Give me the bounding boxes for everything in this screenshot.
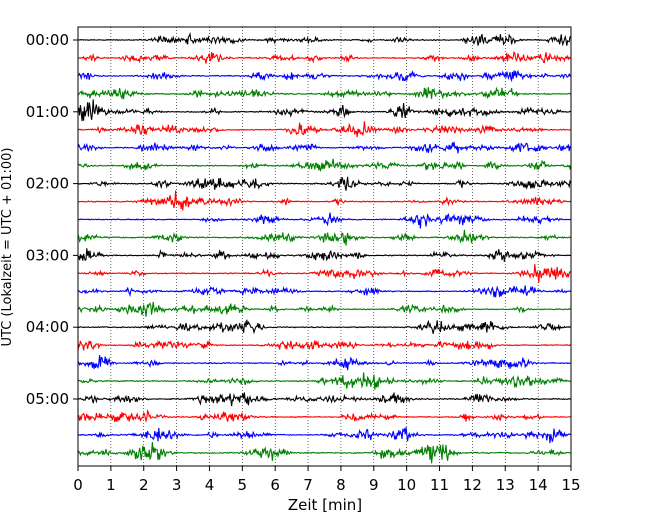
x-axis-label: Zeit [min]: [288, 496, 362, 514]
x-tick-label: 7: [303, 476, 313, 494]
y-axis-label: UTC (Lokalzeit = UTC + 01:00): [0, 148, 15, 347]
x-tick-label: 13: [496, 476, 515, 494]
x-tick-label: 15: [561, 476, 580, 494]
y-tick-label: 02:00: [26, 175, 69, 193]
trace-line: [77, 319, 571, 335]
trace-line: [77, 121, 571, 138]
trace-line: [77, 212, 571, 229]
y-tick-label: 00:00: [26, 31, 69, 49]
x-tick-label: 8: [336, 476, 346, 494]
trace-line: [78, 50, 572, 64]
x-tick-label: 11: [430, 476, 449, 494]
trace-line: [77, 263, 572, 283]
trace-line: [77, 141, 572, 154]
trace-line: [77, 31, 572, 47]
trace-line: [77, 176, 572, 191]
trace-line: [77, 427, 571, 444]
x-tick-label: 0: [73, 476, 83, 494]
x-tick-label: 1: [106, 476, 116, 494]
trace-line: [77, 372, 571, 390]
trace-line: [77, 99, 572, 122]
trace-line: [77, 339, 572, 351]
x-tick-label: 3: [172, 476, 182, 494]
trace-line: [77, 301, 572, 317]
plot-frame: [77, 26, 572, 467]
trace-line: [77, 86, 572, 100]
y-tick-label: 05:00: [26, 390, 69, 408]
y-tick-label: 04:00: [26, 318, 69, 336]
trace-line: [77, 285, 571, 298]
x-tick-label: 6: [270, 476, 280, 494]
x-tick-label: 10: [397, 476, 416, 494]
trace-lines: [77, 31, 572, 464]
y-tick-label: 03:00: [26, 246, 69, 264]
x-tick-label: 9: [369, 476, 379, 494]
x-tick-label: 4: [205, 476, 215, 494]
trace-line: [77, 354, 571, 371]
trace-line: [77, 248, 572, 262]
trace-line: [77, 392, 571, 407]
x-tick-label: 5: [238, 476, 248, 494]
trace-line: [77, 409, 572, 423]
y-tick-label: 01:00: [26, 103, 69, 121]
x-axis-ticks: 0 1 2 3 4 5 6 7 8 9 10 11 12 13 14 15: [73, 466, 581, 494]
trace-line: [77, 69, 572, 83]
x-tick-label: 2: [139, 476, 149, 494]
x-tick-label: 12: [463, 476, 482, 494]
trace-line: [77, 190, 572, 211]
x-tick-label: 14: [529, 476, 548, 494]
trace-line: [77, 158, 572, 173]
trace-line: [77, 442, 571, 464]
grid-lines: [110, 27, 539, 466]
trace-line: [77, 229, 571, 246]
y-axis-ticks: 00:00 01:00 02:00 03:00 04:00 05:00: [26, 31, 78, 408]
